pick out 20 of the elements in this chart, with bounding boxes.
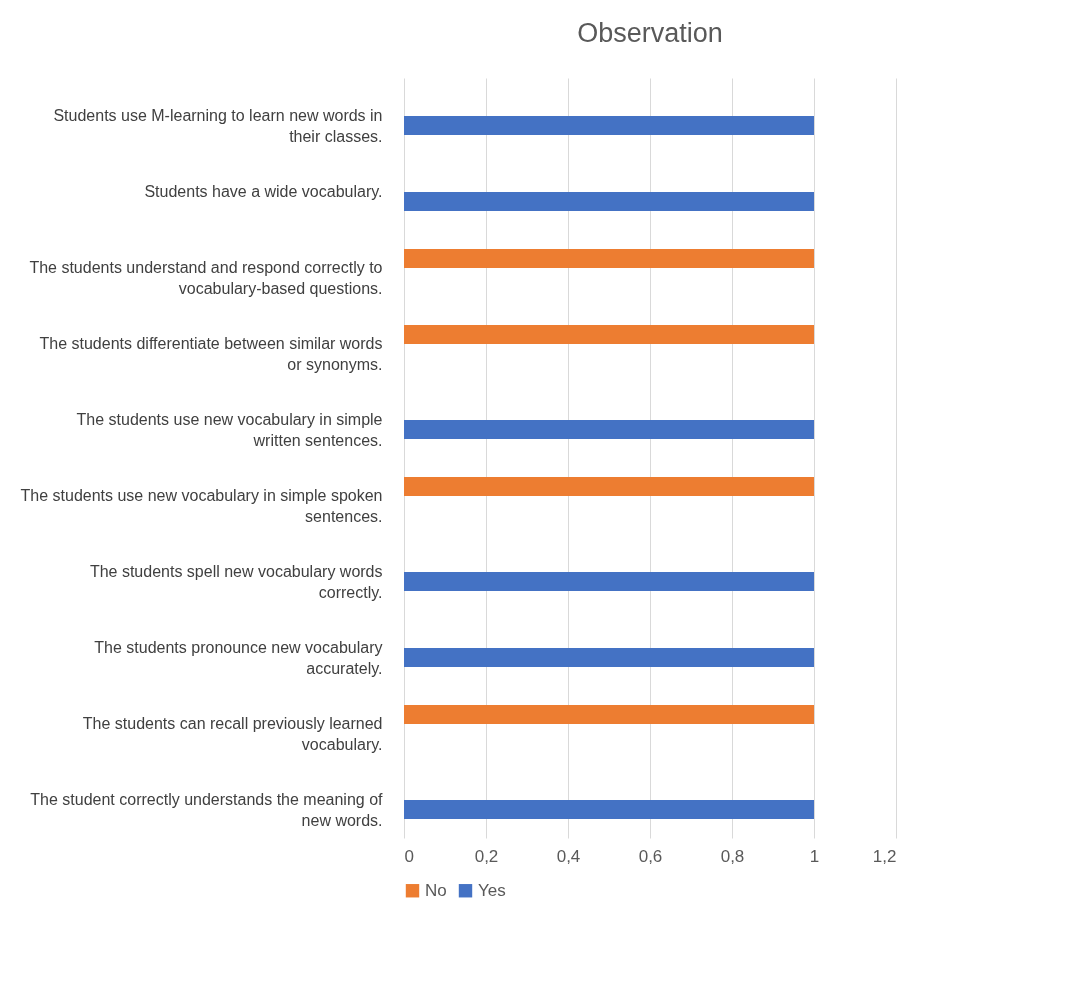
x-tick-label: 0: [404, 846, 414, 866]
y-tick-label: Students use M-learning to learn new words in their classes.: [53, 107, 383, 145]
x-tick-label: 0,6: [638, 846, 663, 866]
y-tick-label: The students understand and respond correctly to vocabulary-based questions.: [29, 259, 383, 297]
y-tick-label: The students can recall previously learned vocabulary.: [82, 715, 383, 753]
x-tick-label: 0,4: [556, 846, 581, 866]
y-tick-label: The students differentiate between similar words or synonyms.: [39, 335, 383, 373]
x-tick-label: 0,2: [474, 846, 499, 866]
x-tick-label: 1: [809, 846, 820, 866]
y-tick-label: The students pronounce new vocabulary accurately.: [94, 639, 383, 677]
y-tick-label: The students use new vocabulary in simple spoken sentences.: [20, 487, 383, 525]
chart-title: Observation: [577, 18, 723, 48]
y-tick-label: The students use new vocabulary in simple written sentences.: [76, 411, 383, 449]
x-tick-label: 1,2: [872, 846, 897, 866]
y-tick-label: The students spell new vocabulary words correctly.: [89, 563, 383, 601]
x-tick-label: 0,8: [720, 846, 745, 866]
y-tick-label: The student correctly understands the meaning of new words.: [30, 791, 384, 829]
legend-label: Yes: [478, 880, 506, 900]
legend-label: No: [425, 880, 447, 900]
y-tick-label: Students have a wide vocabulary.: [144, 183, 383, 200]
